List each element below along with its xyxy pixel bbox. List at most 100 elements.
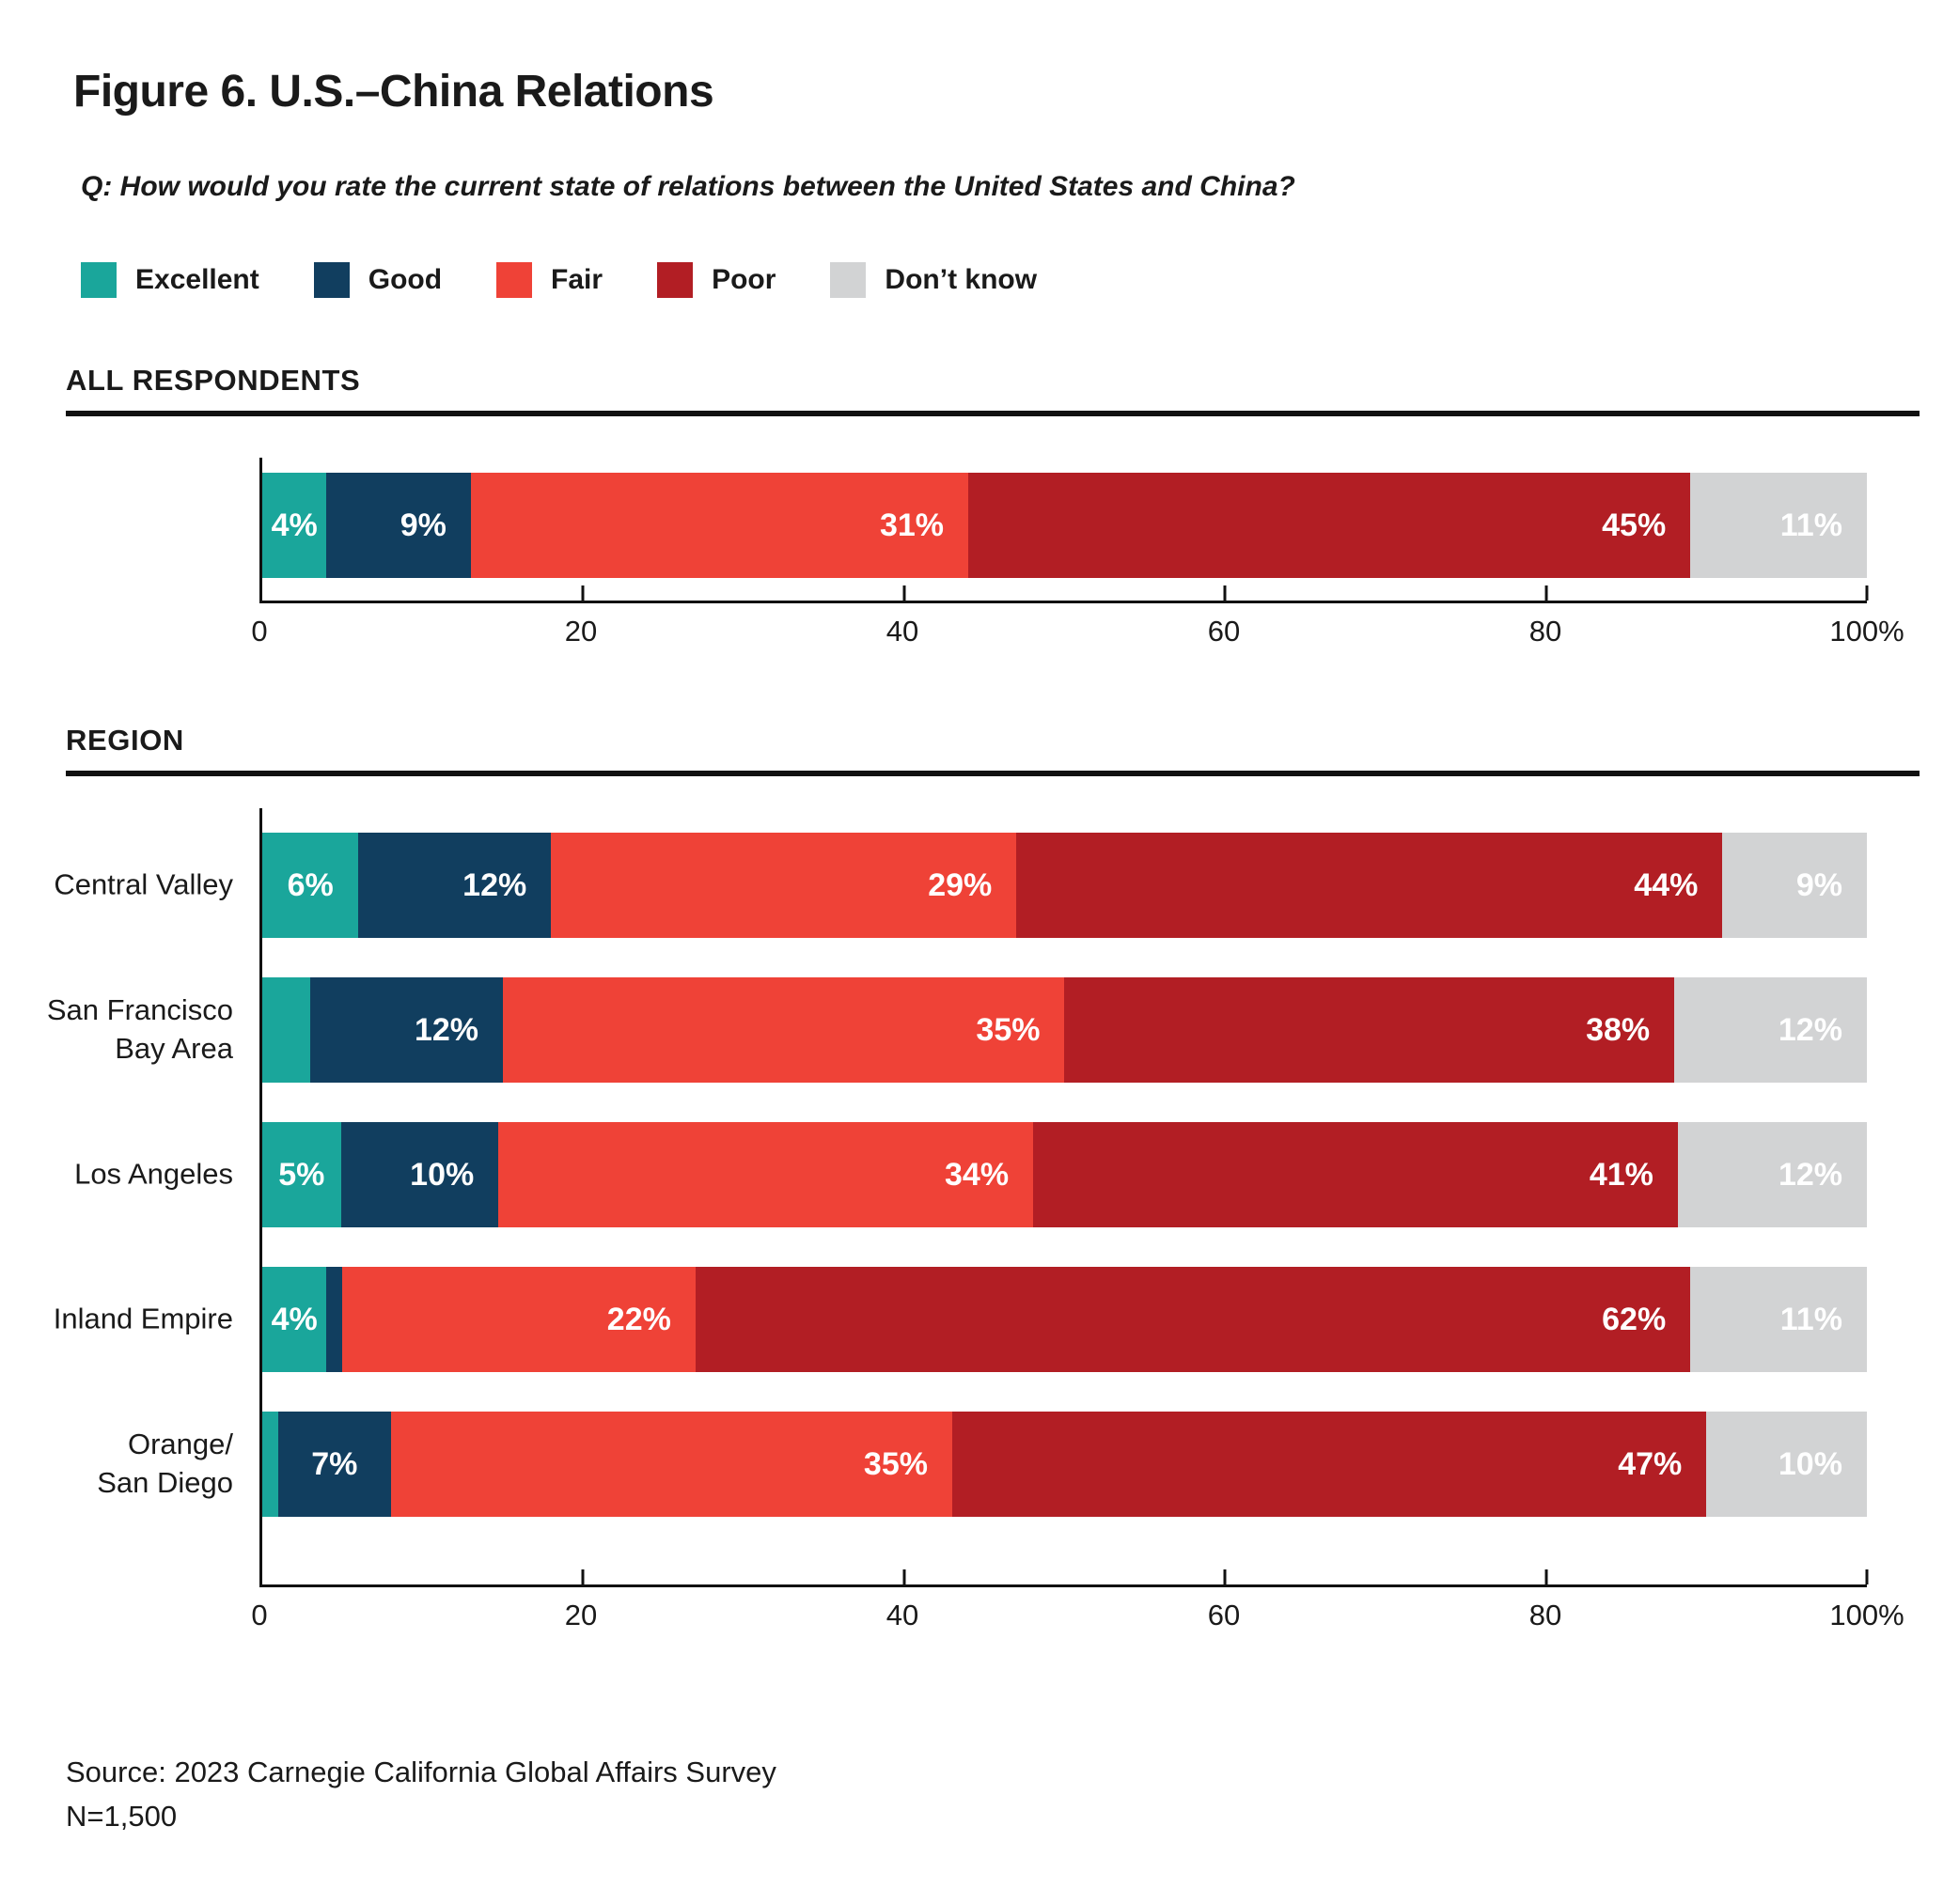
- axis-tick: [902, 585, 906, 601]
- bar-segment-excellent: 5%: [262, 1122, 341, 1228]
- survey-question: Q: How would you rate the current state …: [81, 171, 1295, 203]
- bar-segment-don-t-know: 12%: [1674, 977, 1867, 1084]
- chart-region: Central Valley 6% 12% 29% 44% 9% San Francisco…: [47, 808, 1869, 1588]
- chart-all-respondents: 4% 9% 31% 45% 11%: [259, 458, 1869, 604]
- bar-segment-good: 12%: [310, 977, 504, 1084]
- axis-tick-label: 80: [1528, 1599, 1562, 1632]
- bar-segment-poor: 41%: [1033, 1122, 1678, 1228]
- segment-value-label: 29%: [928, 866, 993, 903]
- legend: Excellent Good Fair Poor Don’t know: [81, 262, 1959, 299]
- bar-segment-don-t-know: 9%: [1722, 833, 1867, 939]
- segment-value-label: 44%: [1634, 866, 1699, 903]
- segment-value-label: 6%: [287, 866, 334, 903]
- legend-swatch-poor: [657, 262, 694, 299]
- segment-value-label: 35%: [863, 1445, 928, 1482]
- section-heading-region: REGION: [66, 724, 184, 757]
- bar-row-san-francisco-bay-area: San Francisco Bay Area 12% 35% 38% 12%: [47, 977, 1867, 1084]
- legend-swatch-don-t-know: [830, 262, 867, 299]
- legend-label: Good: [368, 264, 443, 296]
- segment-value-label: 11%: [1779, 507, 1842, 543]
- legend-swatch-excellent: [81, 262, 117, 299]
- axis-tick: [1544, 585, 1548, 601]
- axis-tick-label: 60: [1207, 1599, 1241, 1632]
- bar-segment-poor: 62%: [695, 1267, 1691, 1373]
- segment-value-label: 9%: [1795, 866, 1842, 903]
- segment-value-label: 12%: [1778, 1156, 1842, 1193]
- bar-segment-poor: 44%: [1016, 833, 1723, 939]
- sample-size: N=1,500: [66, 1799, 178, 1833]
- bar-segment-fair: 22%: [342, 1267, 696, 1373]
- x-axis-labels-all-respondents: 0 20 40 60 80 100%: [251, 615, 1904, 658]
- legend-item-poor: Poor: [657, 262, 776, 299]
- legend-label: Excellent: [135, 264, 259, 296]
- bar-segment-poor: 47%: [951, 1412, 1707, 1518]
- axis-tick-label: 20: [564, 615, 598, 648]
- bar-segment-excellent: 4%: [262, 473, 327, 579]
- axis-tick: [1865, 1569, 1869, 1585]
- bar-segment-poor: 45%: [968, 473, 1691, 579]
- segment-value-label: 34%: [945, 1156, 1010, 1193]
- legend-swatch-good: [313, 262, 350, 299]
- axis-tick: [581, 585, 585, 601]
- segment-value-label: 9%: [400, 507, 447, 543]
- segment-value-label: 12%: [1778, 1011, 1842, 1048]
- legend-item-fair: Fair: [496, 262, 603, 299]
- bar-row-all-respondents: 4% 9% 31% 45% 11%: [262, 473, 1867, 579]
- segment-value-label: 41%: [1589, 1156, 1653, 1193]
- bar-segment-fair: 29%: [551, 833, 1017, 939]
- axis-tick-label: 0: [251, 615, 268, 648]
- segment-value-label: 7%: [311, 1445, 358, 1482]
- axis-tick-label: 80: [1528, 615, 1562, 648]
- legend-item-good: Good: [313, 262, 443, 299]
- axis-tick: [902, 1569, 906, 1585]
- segment-value-label: 35%: [976, 1011, 1041, 1048]
- axis-tick-label: 40: [885, 1599, 919, 1632]
- segment-value-label: 47%: [1618, 1445, 1683, 1482]
- bar-row-inland-empire: Inland Empire 4% 22% 62% 11%: [54, 1267, 1867, 1373]
- segment-value-label: 4%: [271, 1301, 318, 1337]
- bar-row-central-valley: Central Valley 6% 12% 29% 44% 9%: [54, 833, 1867, 939]
- bar-segment-good: 10%: [340, 1122, 499, 1228]
- axis-tick: [1223, 585, 1227, 601]
- category-label: San Francisco Bay Area: [46, 993, 233, 1066]
- category-label: Central Valley: [54, 867, 233, 901]
- bar-segment-don-t-know: 11%: [1690, 473, 1867, 579]
- x-axis-labels-region: 0 20 40 60 80 100%: [251, 1599, 1904, 1642]
- category-label: Inland Empire: [53, 1302, 233, 1335]
- axis-tick-label: 40: [885, 615, 919, 648]
- category-label: Orange/San Diego: [97, 1428, 233, 1500]
- legend-label: Poor: [712, 264, 776, 296]
- segment-value-label: 22%: [606, 1301, 671, 1337]
- segment-value-label: 38%: [1586, 1011, 1651, 1048]
- segment-value-label: 5%: [278, 1156, 325, 1193]
- axis-tick-label: 0: [251, 1599, 268, 1632]
- axis-tick-label: 100%: [1829, 615, 1904, 648]
- bar-segment-good: [326, 1267, 343, 1373]
- segment-value-label: 45%: [1602, 507, 1667, 543]
- bar-row-los-angeles: Los Angeles 5% 10% 34% 41% 12%: [74, 1122, 1867, 1228]
- bar-segment-fair: 35%: [390, 1412, 952, 1518]
- segment-value-label: 4%: [271, 507, 318, 543]
- bar-segment-good: 9%: [326, 473, 471, 579]
- segment-value-label: 12%: [462, 866, 527, 903]
- bar-row-orange-san-diego: Orange/San Diego 7% 35% 47% 10%: [97, 1412, 1867, 1518]
- category-label: Los Angeles: [74, 1157, 233, 1191]
- segment-value-label: 10%: [1778, 1445, 1842, 1482]
- axis-tick: [1544, 1569, 1548, 1585]
- source-line: Source: 2023 Carnegie California Global …: [66, 1756, 776, 1789]
- segment-value-label: 10%: [410, 1156, 475, 1193]
- section-divider: [66, 771, 1920, 777]
- bar-segment-fair: 34%: [498, 1122, 1034, 1228]
- bar-segment-fair: 31%: [470, 473, 969, 579]
- axis-tick-label: 60: [1207, 615, 1241, 648]
- figure-title: Figure 6. U.S.–China Relations: [73, 67, 714, 117]
- bar-segment-don-t-know: 12%: [1677, 1122, 1867, 1228]
- bar-segment-good: 12%: [358, 833, 552, 939]
- bar-segment-excellent: [262, 1412, 279, 1518]
- legend-item-don-t-know: Don’t know: [830, 262, 1037, 299]
- legend-swatch-fair: [496, 262, 533, 299]
- legend-item-excellent: Excellent: [81, 262, 259, 299]
- section-divider: [66, 411, 1920, 417]
- bar-segment-poor: 38%: [1064, 977, 1675, 1084]
- segment-value-label: 31%: [879, 507, 945, 543]
